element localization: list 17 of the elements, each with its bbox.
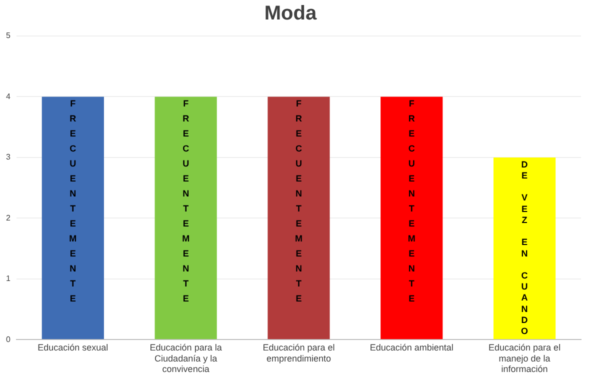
text: FRECUENTEMENTE bbox=[408, 98, 416, 304]
y-tick-label: 0 bbox=[6, 334, 11, 344]
y-tick-label: 5 bbox=[6, 31, 11, 40]
text: DE VEZ EN CUANDO bbox=[521, 159, 528, 336]
x-tick-label: Educación para la Ciudadanía y la convivencia bbox=[150, 342, 222, 374]
y-tick-label: 2 bbox=[6, 213, 11, 222]
x-tick-label: Educación para el manejo de la información bbox=[488, 342, 561, 374]
y-tick-label: 3 bbox=[6, 152, 11, 162]
y-tick-label: 4 bbox=[6, 92, 11, 101]
x-tick-label: Educación sexual bbox=[38, 342, 108, 352]
x-tick-label: Educación ambiental bbox=[370, 342, 454, 352]
y-tick-label: 1 bbox=[6, 274, 11, 284]
x-tick-label: Educación para el emprendimiento bbox=[262, 342, 335, 364]
chart-title: Moda bbox=[264, 2, 318, 25]
text: FRECUENTEMENTE bbox=[294, 98, 302, 304]
text: FRECUENTEMENTE bbox=[182, 98, 190, 304]
text: FRECUENTEMENTE bbox=[69, 98, 77, 304]
